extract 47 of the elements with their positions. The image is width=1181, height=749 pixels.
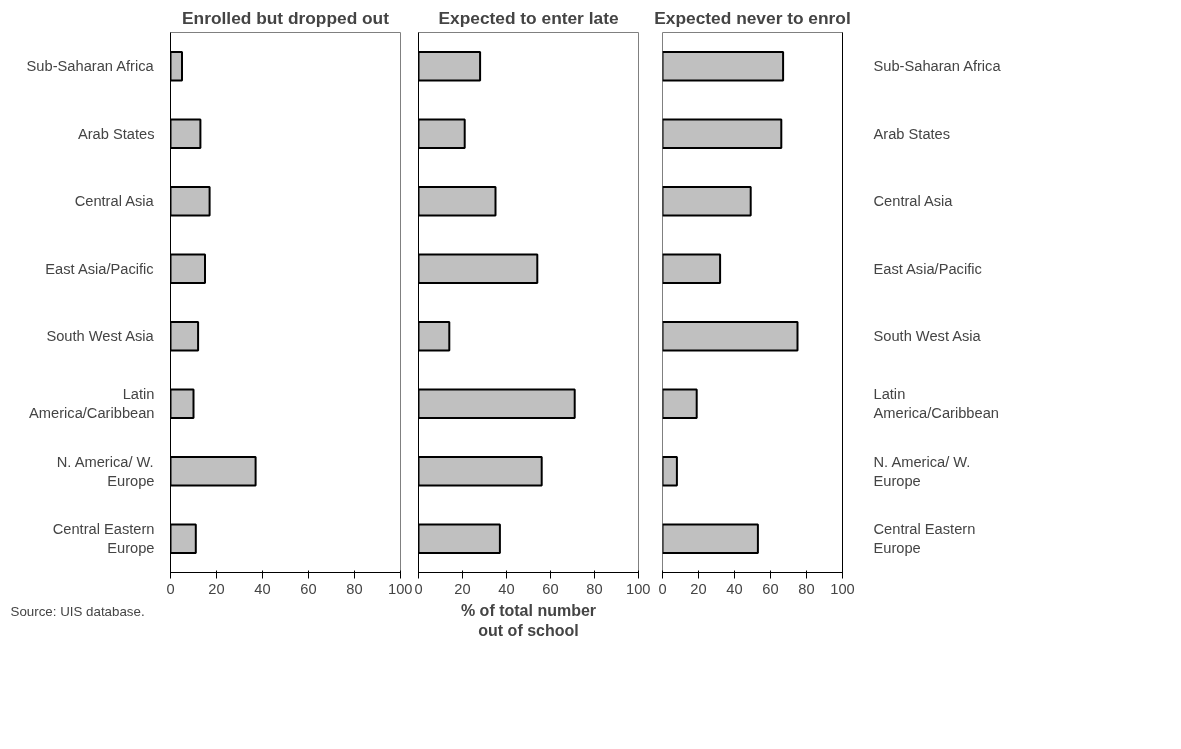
y-tick-label: N. America/ W. Europe — [873, 453, 971, 489]
x-tick-label: 80 — [586, 580, 603, 597]
y-tick-label: South West Asia — [873, 328, 982, 345]
bar — [662, 321, 799, 352]
bar — [662, 388, 698, 419]
bar — [662, 253, 722, 284]
y-tick-label: Arab States — [873, 125, 951, 142]
y-tick-label: Central Eastern Europe — [873, 521, 976, 557]
bar — [662, 456, 678, 487]
y-tick-label: Central Eastern Europe — [52, 521, 155, 557]
x-tick-label: 40 — [254, 580, 271, 597]
x-tick-label: 0 — [414, 580, 423, 597]
y-tick-label: Sub-Saharan Africa — [873, 58, 1002, 75]
bar — [662, 523, 759, 554]
source-note: Source: UIS database. — [10, 603, 145, 619]
x-tick-label: 80 — [346, 580, 363, 597]
y-tick-label: Latin America/Caribbean — [873, 386, 999, 422]
x-tick-label: 60 — [300, 580, 317, 597]
y-tick-label: Central Asia — [873, 193, 954, 210]
x-tick-label: 20 — [454, 580, 471, 597]
x-tick-label: 80 — [798, 580, 815, 597]
x-tick-label: 0 — [166, 580, 175, 597]
x-tick-label: 60 — [762, 580, 779, 597]
bar — [662, 51, 785, 82]
x-tick-label: 40 — [498, 580, 515, 597]
y-tick-label: N. America/ W. Europe — [56, 453, 155, 489]
x-tick-label: 100 — [388, 580, 413, 597]
x-axis-title: % of total number out of school — [460, 601, 597, 639]
x-tick-label: 0 — [658, 580, 667, 597]
x-tick-label: 20 — [208, 580, 225, 597]
x-tick-label: 40 — [726, 580, 743, 597]
y-tick-label: Latin America/Caribbean — [29, 386, 155, 422]
bar — [662, 186, 752, 217]
y-tick-label: Arab States — [77, 125, 155, 142]
chart-title: Enrolled but dropped out — [182, 7, 390, 28]
x-tick-label: 100 — [830, 580, 855, 597]
x-tick-label: 60 — [542, 580, 559, 597]
bar — [662, 118, 783, 149]
y-tick-label: East Asia/Pacific — [873, 260, 982, 277]
y-tick-label: Sub-Saharan Africa — [26, 58, 155, 75]
y-tick-label: East Asia/Pacific — [45, 260, 154, 277]
x-tick-label: 100 — [626, 580, 651, 597]
chart-title: Expected never to enrol — [654, 7, 851, 28]
y-tick-label: Central Asia — [74, 193, 155, 210]
x-tick-label: 20 — [690, 580, 707, 597]
y-tick-label: South West Asia — [46, 328, 155, 345]
chart-title: Expected to enter late — [438, 7, 619, 28]
